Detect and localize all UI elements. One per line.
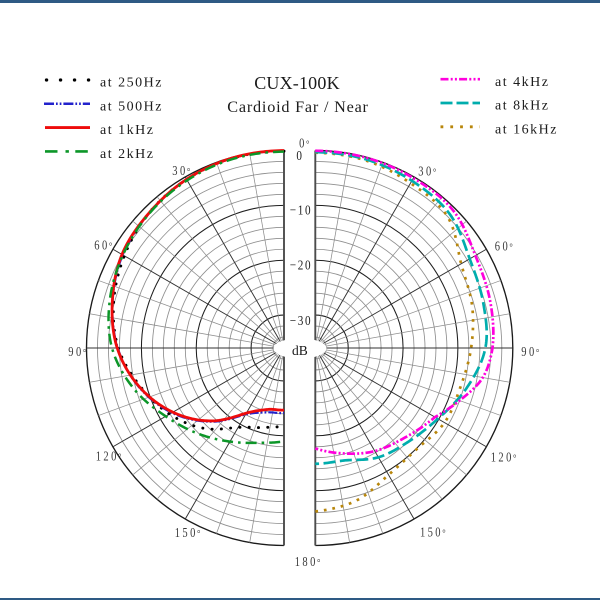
svg-text:−20: −20 xyxy=(290,258,312,273)
svg-text:at 500Hz: at 500Hz xyxy=(100,99,163,114)
svg-text:30°: 30° xyxy=(418,163,438,179)
svg-text:dB: dB xyxy=(292,343,308,358)
svg-text:−10: −10 xyxy=(290,202,312,217)
svg-text:90°: 90° xyxy=(68,344,88,360)
svg-text:60°: 60° xyxy=(94,237,114,253)
svg-text:30°: 30° xyxy=(172,163,192,179)
svg-text:180°: 180° xyxy=(295,554,323,570)
svg-text:−30: −30 xyxy=(290,313,312,328)
svg-text:at 250Hz: at 250Hz xyxy=(100,76,163,91)
svg-text:120°: 120° xyxy=(96,448,124,464)
svg-text:60°: 60° xyxy=(495,238,515,254)
svg-text:120°: 120° xyxy=(491,449,519,465)
svg-text:Cardioid Far / Near: Cardioid Far / Near xyxy=(227,98,369,116)
svg-text:CUX-100K: CUX-100K xyxy=(254,73,340,93)
svg-text:90°: 90° xyxy=(521,344,541,360)
svg-text:150°: 150° xyxy=(420,524,448,540)
svg-text:at 1kHz: at 1kHz xyxy=(100,123,154,138)
svg-text:0°: 0° xyxy=(299,135,312,151)
svg-text:at 8kHz: at 8kHz xyxy=(495,99,549,114)
svg-text:at 16kHz: at 16kHz xyxy=(495,122,558,137)
svg-text:150°: 150° xyxy=(175,525,203,541)
svg-text:at 2kHz: at 2kHz xyxy=(100,147,154,162)
svg-text:0: 0 xyxy=(296,148,303,163)
svg-text:at 4kHz: at 4kHz xyxy=(495,75,549,90)
